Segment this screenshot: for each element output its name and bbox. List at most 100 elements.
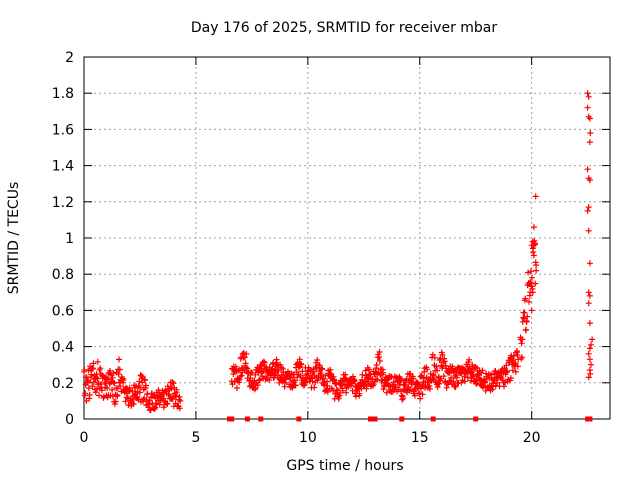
data-point — [319, 365, 326, 372]
data-point — [238, 372, 245, 379]
data-point — [532, 193, 539, 200]
data-point — [314, 377, 321, 384]
data-point — [82, 390, 89, 397]
data-point — [501, 383, 507, 390]
data-point — [152, 404, 159, 411]
zero-point — [229, 416, 235, 422]
data-point — [376, 349, 383, 355]
data-point — [252, 371, 259, 378]
data-point — [433, 363, 440, 370]
data-point — [528, 307, 535, 314]
data-point — [418, 385, 424, 392]
data-point — [254, 382, 261, 389]
data-point — [587, 370, 594, 377]
data-point — [109, 386, 116, 393]
data-point — [275, 367, 282, 374]
x-tick-label: 0 — [80, 430, 89, 446]
data-point — [370, 381, 377, 388]
data-point — [461, 378, 468, 385]
y-tick-label: 0.2 — [52, 376, 74, 392]
y-tick-label: 2 — [65, 50, 74, 66]
data-point — [98, 387, 105, 394]
data-point — [169, 379, 176, 386]
data-point — [586, 177, 593, 184]
data-point — [392, 383, 399, 390]
data-point — [318, 371, 325, 378]
data-point — [311, 384, 318, 391]
data-point — [512, 360, 519, 367]
zero-point — [372, 416, 378, 422]
data-point — [523, 318, 530, 325]
data-point — [109, 374, 116, 381]
data-point — [398, 388, 404, 395]
data-point — [176, 393, 183, 400]
data-point — [256, 377, 262, 384]
tick-labels: 00.20.40.60.811.21.41.61.820 5 10 15 20 — [52, 50, 541, 446]
plot-frame — [83, 56, 611, 420]
data-point — [92, 389, 99, 396]
data-point — [296, 356, 303, 363]
data-point — [359, 371, 366, 378]
data-point — [85, 385, 92, 392]
data-point — [519, 336, 526, 343]
data-point — [586, 320, 593, 327]
data-point — [261, 359, 268, 366]
data-point — [130, 401, 137, 408]
data-point — [585, 300, 592, 307]
data-point — [450, 378, 457, 385]
data-point — [492, 382, 499, 389]
data-point — [142, 382, 149, 389]
data-point — [97, 365, 104, 372]
data-point — [530, 252, 537, 259]
data-point — [588, 341, 594, 348]
data-point — [527, 279, 534, 286]
data-point — [243, 350, 250, 357]
data-point — [356, 390, 363, 397]
data-point — [120, 377, 127, 383]
data-point — [439, 351, 446, 358]
zero-point — [296, 416, 302, 422]
data-point — [424, 366, 431, 373]
data-point — [529, 289, 536, 296]
data-point — [453, 374, 460, 381]
data-point — [236, 376, 243, 383]
chart-title: Day 176 of 2025, SRMTID for receiver mba… — [191, 20, 498, 36]
data-point — [585, 374, 592, 381]
data-point — [111, 380, 118, 387]
data-point — [363, 385, 370, 392]
data-point — [584, 166, 591, 173]
data-point — [584, 90, 591, 97]
data-point — [411, 392, 418, 399]
data-point — [351, 377, 358, 384]
data-point — [376, 358, 383, 364]
data-point — [299, 368, 306, 375]
data-point — [519, 354, 525, 361]
data-point — [365, 366, 372, 373]
data-point — [450, 368, 457, 375]
data-point — [89, 365, 96, 371]
data-point — [112, 398, 119, 405]
data-point — [81, 366, 88, 373]
data-point — [469, 361, 476, 368]
data-point — [398, 376, 405, 383]
data-point — [86, 392, 93, 398]
zero-point — [430, 416, 436, 422]
data-point — [431, 354, 438, 361]
data-point — [376, 354, 382, 361]
data-point — [89, 383, 96, 390]
data-point — [417, 395, 424, 402]
data-point — [302, 379, 309, 386]
data-point — [494, 379, 501, 386]
data-point — [374, 376, 381, 383]
data-point — [586, 139, 593, 146]
data-point — [529, 274, 535, 281]
data-point — [277, 361, 284, 368]
data-point — [380, 369, 387, 376]
data-point — [137, 384, 144, 391]
x-tick-label: 15 — [411, 430, 429, 446]
data-point — [298, 361, 305, 368]
data-point — [251, 386, 258, 393]
data-point — [479, 367, 486, 374]
grid-lines — [84, 57, 610, 419]
data-point — [314, 357, 321, 363]
